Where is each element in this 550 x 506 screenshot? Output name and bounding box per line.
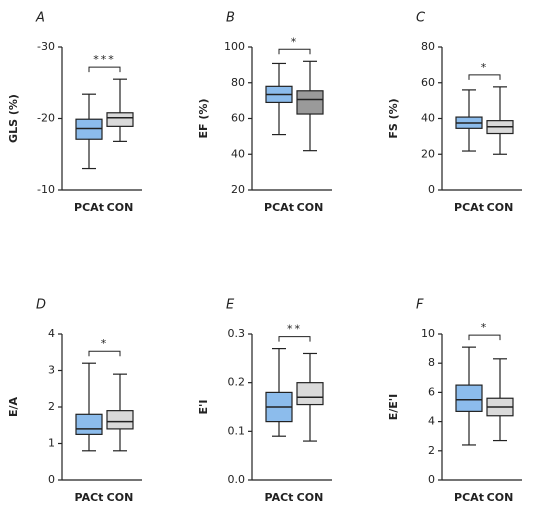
y-tick-label: 80 [421, 40, 435, 53]
y-tick-label: 3 [48, 364, 55, 377]
significance-label: ** [287, 323, 302, 336]
x-tick-label: PACt [265, 491, 294, 504]
panel-title: D [36, 298, 46, 313]
x-tick-label: PCAt [74, 201, 104, 214]
y-tick-label: 40 [231, 147, 245, 160]
y-tick-label: 4 [428, 415, 435, 428]
significance-label: * [101, 337, 109, 350]
x-tick-label: CON [297, 491, 324, 504]
significance-label: *** [93, 53, 116, 66]
y-tick-label: 100 [224, 40, 245, 53]
panel-title: C [416, 11, 426, 26]
y-tick-label: 20 [421, 147, 435, 160]
significance-label: * [481, 321, 489, 334]
x-tick-label: PCAt [454, 201, 484, 214]
x-tick-label: CON [107, 201, 134, 214]
y-tick-label: 60 [421, 76, 435, 89]
significance-bracket [88, 350, 121, 357]
x-tick-label: CON [107, 491, 134, 504]
panel-title: E [226, 298, 235, 313]
y-tick-label: 40 [421, 112, 435, 125]
y-axis-label: E/A [7, 396, 20, 417]
significance-label: * [481, 61, 489, 74]
y-tick-label: 6 [428, 385, 435, 398]
panel-title: A [35, 11, 45, 26]
box [296, 382, 324, 406]
box [296, 90, 324, 115]
significance-bracket [468, 74, 501, 80]
y-tick-label: 10 [421, 327, 435, 340]
y-tick-label: 2 [428, 444, 435, 457]
y-tick-label: 80 [231, 76, 245, 89]
y-tick-label: -10 [37, 183, 55, 196]
significance-bracket [278, 336, 311, 342]
y-axis-label: E'I [197, 400, 210, 415]
box [455, 384, 483, 412]
y-axis-label: EF (%) [197, 99, 210, 139]
y-tick-label: 20 [231, 183, 245, 196]
box [106, 112, 134, 127]
y-tick-label: 60 [231, 112, 245, 125]
x-tick-label: PACt [75, 491, 104, 504]
y-axis-label: E/E'I [387, 394, 400, 421]
panel-title: B [226, 11, 235, 26]
x-tick-label: CON [487, 201, 514, 214]
x-tick-label: CON [487, 491, 514, 504]
panel-title: F [416, 298, 424, 313]
y-tick-label: 8 [428, 356, 435, 369]
x-tick-label: CON [297, 201, 324, 214]
significance-bracket [88, 66, 121, 73]
y-tick-label: -30 [37, 40, 55, 53]
y-tick-label: 0 [428, 183, 435, 196]
box [106, 410, 134, 430]
y-axis-label: GLS (%) [7, 94, 20, 143]
y-tick-label: 2 [48, 400, 55, 413]
y-tick-label: 0 [48, 473, 55, 486]
y-tick-label: 0.2 [228, 376, 246, 389]
significance-label: * [291, 35, 299, 48]
y-tick-label: 1 [48, 437, 55, 450]
y-tick-label: 0.1 [228, 424, 246, 437]
significance-bracket [278, 48, 311, 55]
x-tick-label: PCAt [454, 491, 484, 504]
y-tick-label: -20 [37, 112, 55, 125]
y-tick-label: 4 [48, 327, 55, 340]
significance-bracket [468, 334, 501, 341]
x-tick-label: PCAt [264, 201, 294, 214]
y-tick-label: 0.3 [228, 327, 246, 340]
y-tick-label: 0.0 [228, 473, 246, 486]
box [75, 413, 103, 435]
y-axis-label: FS (%) [387, 98, 400, 138]
y-tick-label: 0 [428, 473, 435, 486]
